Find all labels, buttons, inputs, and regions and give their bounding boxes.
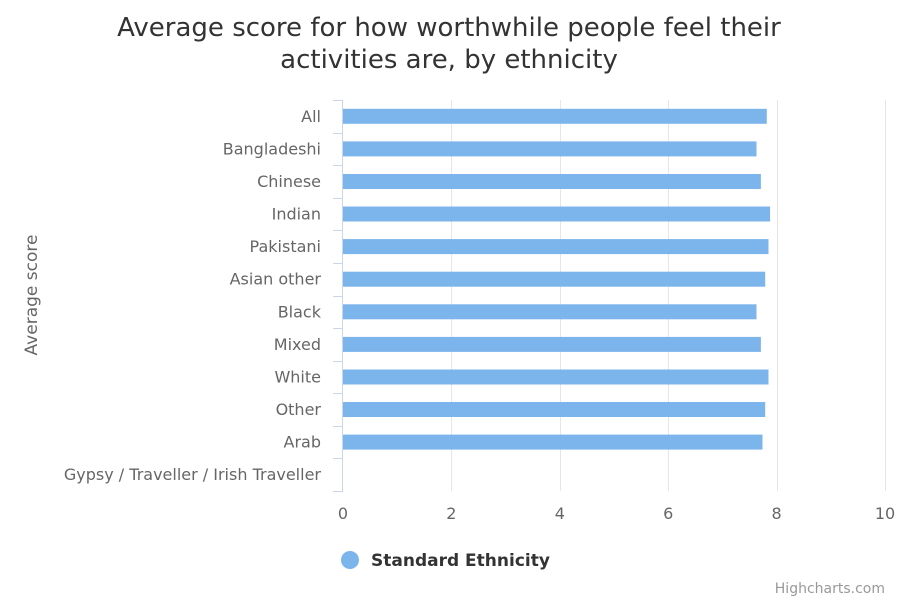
bar-arab[interactable]: [343, 434, 763, 450]
chart-title-line-1: Average score for how worthwhile people …: [117, 13, 781, 43]
category-label: Other: [276, 400, 322, 419]
bar-series: [343, 108, 771, 450]
value-tick-label: 10: [875, 504, 895, 523]
grid-lines: [451, 100, 886, 491]
category-axis: [333, 100, 343, 492]
category-label: Chinese: [257, 172, 321, 191]
value-tick-label: 8: [772, 504, 782, 523]
bar-other[interactable]: [343, 402, 766, 417]
category-label: All: [301, 107, 321, 126]
legend[interactable]: Standard Ethnicity: [341, 551, 550, 571]
bar-asian-other[interactable]: [343, 271, 766, 287]
category-label: Asian other: [230, 270, 322, 289]
category-label: Gypsy / Traveller / Irish Traveller: [64, 465, 322, 484]
y-axis-title: Average score: [22, 235, 42, 356]
category-label: Pakistani: [250, 237, 321, 256]
value-tick-label: 0: [338, 504, 348, 523]
bar-all[interactable]: [343, 108, 767, 124]
category-label: Mixed: [274, 335, 321, 354]
legend-symbol[interactable]: [341, 551, 359, 569]
category-label: Black: [278, 302, 322, 321]
legend-item-label[interactable]: Standard Ethnicity: [371, 551, 550, 571]
value-axis-labels: 0 2 4 6 8 10: [338, 504, 895, 523]
category-label: Arab: [284, 433, 321, 452]
value-tick-label: 4: [555, 504, 565, 523]
credits-link[interactable]: Highcharts.com: [775, 581, 885, 597]
chart-title-line-2: activities are, by ethnicity: [280, 45, 618, 75]
value-tick-label: 2: [446, 504, 456, 523]
chart-title: Average score for how worthwhile people …: [117, 13, 781, 75]
value-tick-label: 6: [663, 504, 673, 523]
category-label: Indian: [272, 205, 321, 224]
bar-chinese[interactable]: [343, 174, 761, 189]
category-labels: All Bangladeshi Chinese Indian Pakistani Asia…: [64, 107, 322, 484]
category-label: Bangladeshi: [223, 139, 321, 158]
bar-black[interactable]: [343, 304, 757, 320]
bar-white[interactable]: [343, 369, 769, 385]
bar-mixed[interactable]: [343, 336, 761, 352]
bar-bangladeshi[interactable]: [343, 141, 757, 157]
category-label: White: [274, 368, 321, 387]
bar-indian[interactable]: [343, 206, 771, 222]
bar-pakistani[interactable]: [343, 239, 769, 255]
